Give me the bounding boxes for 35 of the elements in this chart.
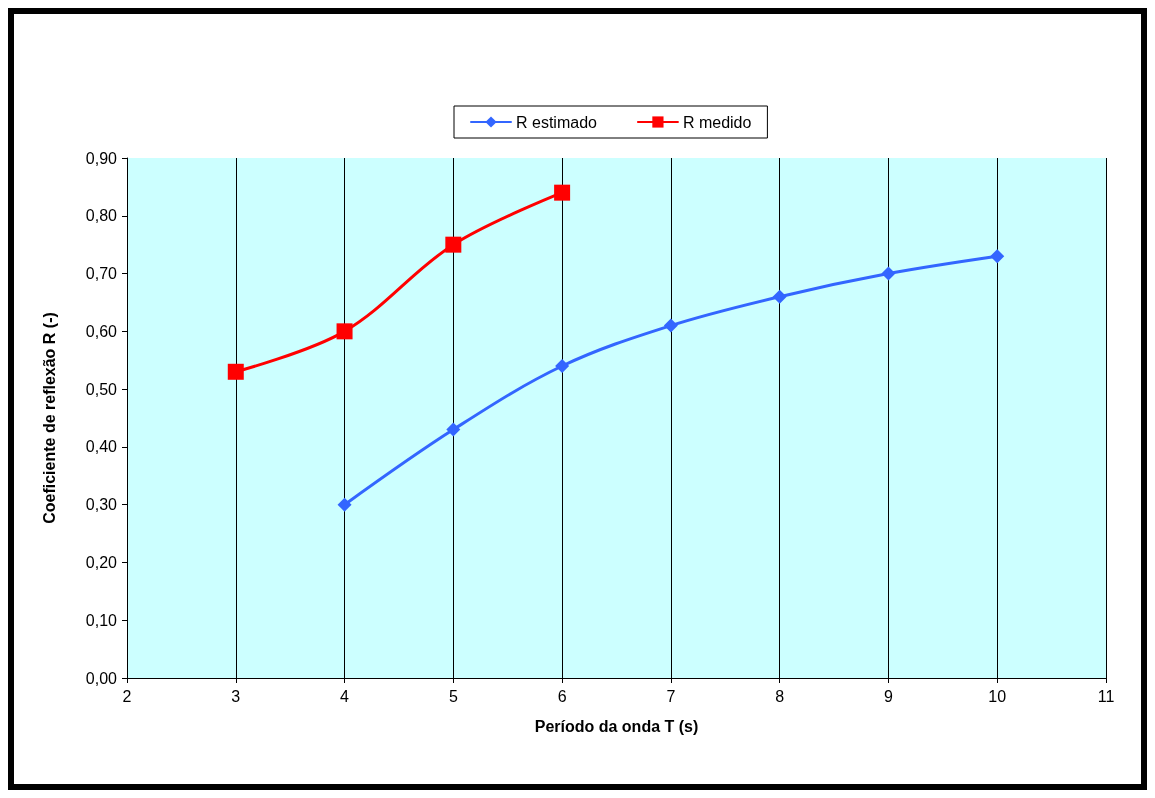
x-tick-label: 7 [666, 687, 676, 705]
legend-label: R medido [682, 113, 752, 131]
point [663, 318, 678, 333]
y-tick-label: 0,40 [85, 438, 118, 456]
y-tick-label: 0,80 [85, 207, 118, 225]
y-tick-label: 0,50 [85, 380, 118, 398]
y-tick-label: 0,20 [85, 553, 118, 571]
point [337, 497, 352, 512]
x-tick-label: 4 [340, 687, 350, 705]
point [555, 359, 570, 373]
x-tick-label: 5 [448, 687, 458, 705]
point [772, 289, 787, 304]
y-tick-label: 0,00 [85, 669, 118, 687]
x-tick-label: 3 [231, 687, 241, 705]
x-axis-title: Período da onda T (s) [534, 717, 699, 735]
point [446, 422, 461, 437]
point [990, 249, 1005, 264]
y-tick-label: 0,70 [85, 265, 118, 283]
y-tick-label: 0,90 [85, 149, 118, 167]
x-tick-label: 8 [775, 687, 785, 705]
y-tick-label: 0,30 [85, 496, 118, 514]
x-tick-label: 11 [1097, 687, 1115, 705]
point [554, 184, 571, 201]
x-tick-label: 9 [883, 687, 893, 705]
x-tick-label: 2 [122, 687, 132, 705]
point [227, 363, 244, 380]
point [445, 236, 462, 253]
point [336, 323, 353, 340]
point [881, 266, 896, 281]
y-axis-title: Coeficiente de reflexão R (-) [40, 312, 58, 524]
x-tick-label: 6 [557, 687, 567, 705]
y-tick-label: 0,60 [85, 322, 118, 340]
legend-label: R estimado [516, 113, 598, 131]
y-tick-label: 0,10 [85, 611, 118, 629]
x-tick-label: 10 [988, 687, 1007, 705]
